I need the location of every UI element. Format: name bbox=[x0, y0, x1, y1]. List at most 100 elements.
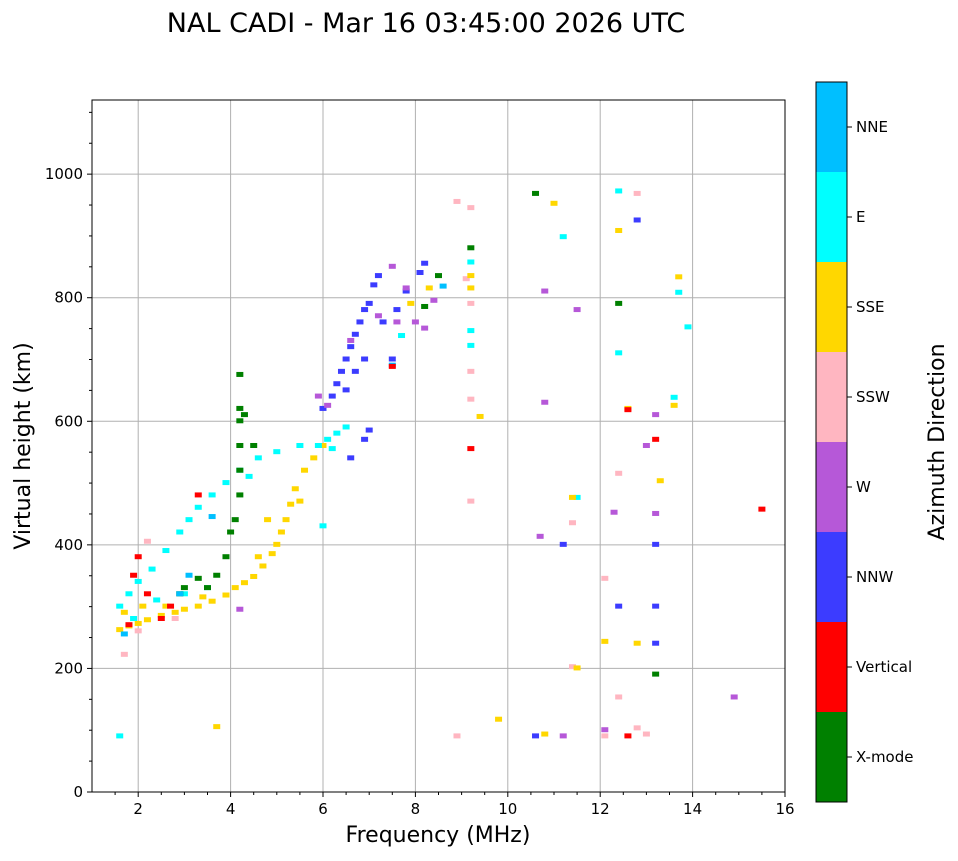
data-point-vertical bbox=[194, 492, 202, 498]
data-point-e bbox=[125, 591, 133, 597]
data-point-sse bbox=[139, 603, 147, 609]
data-point-e bbox=[342, 424, 350, 430]
colorbar-tick-label: E bbox=[856, 208, 865, 226]
data-point-e bbox=[222, 480, 230, 486]
data-point-ssw bbox=[134, 628, 142, 634]
data-point-sse bbox=[273, 541, 281, 547]
data-point-vertical bbox=[134, 554, 142, 560]
data-point-e bbox=[134, 578, 142, 584]
data-point-e bbox=[467, 342, 475, 348]
data-point-x-mode bbox=[467, 245, 475, 251]
data-point-sse bbox=[301, 467, 309, 473]
data-point-ssw bbox=[642, 731, 650, 737]
colorbar-segment bbox=[816, 262, 847, 352]
data-point-e bbox=[254, 455, 262, 461]
data-point-e bbox=[273, 449, 281, 455]
data-point-x-mode bbox=[652, 671, 660, 677]
data-point-sse bbox=[291, 486, 299, 492]
data-point-x-mode bbox=[236, 418, 244, 424]
data-point-nnw bbox=[402, 288, 410, 294]
data-point-sse bbox=[601, 638, 609, 644]
data-point-nne bbox=[439, 283, 447, 289]
data-point-e bbox=[333, 430, 341, 436]
data-point-w bbox=[421, 325, 429, 331]
colorbar-segment bbox=[816, 172, 847, 262]
data-point-nnw bbox=[379, 319, 387, 325]
data-point-w bbox=[388, 263, 396, 269]
data-point-ssw bbox=[568, 520, 576, 526]
colorbar-tick-label: Vertical bbox=[856, 658, 912, 676]
data-point-sse bbox=[425, 285, 433, 291]
data-point-nnw bbox=[351, 368, 359, 374]
data-point-sse bbox=[180, 606, 188, 612]
data-point-sse bbox=[264, 517, 272, 523]
data-point-x-mode bbox=[435, 273, 442, 279]
data-point-x-mode bbox=[231, 517, 239, 523]
data-point-ssw bbox=[171, 616, 179, 621]
colorbar-segment bbox=[816, 442, 847, 532]
data-point-nnw bbox=[559, 541, 567, 547]
data-point-sse bbox=[254, 554, 262, 560]
y-axis-label: Virtual height (km) bbox=[11, 342, 36, 549]
data-point-ssw bbox=[633, 725, 641, 731]
data-point-ssw bbox=[601, 575, 609, 581]
data-point-w bbox=[730, 694, 738, 700]
data-point-w bbox=[430, 297, 438, 303]
data-point-sse bbox=[541, 731, 549, 737]
data-point-vertical bbox=[388, 363, 396, 369]
data-point-e bbox=[467, 328, 475, 334]
colorbar-tick-label: X-mode bbox=[856, 748, 913, 766]
data-point-sse bbox=[573, 665, 581, 671]
data-point-nnw bbox=[351, 331, 359, 337]
data-point-w bbox=[601, 727, 609, 733]
data-point-sse bbox=[157, 612, 165, 618]
data-point-x-mode bbox=[250, 443, 258, 448]
data-point-sse bbox=[143, 617, 151, 623]
data-point-nnw bbox=[393, 307, 401, 313]
data-point-nnw bbox=[633, 217, 641, 223]
data-point-w bbox=[324, 402, 332, 408]
data-point-nnw bbox=[374, 273, 382, 279]
data-point-vertical bbox=[130, 572, 138, 578]
data-point-x-mode bbox=[180, 585, 188, 591]
x-tick-label: 12 bbox=[591, 800, 610, 818]
data-point-nne bbox=[176, 591, 184, 597]
data-point-e bbox=[116, 603, 124, 609]
data-point-ssw bbox=[568, 664, 576, 670]
colorbar-tick-label: NNW bbox=[856, 568, 893, 586]
data-point-ssw bbox=[467, 205, 475, 211]
data-point-e bbox=[180, 591, 188, 597]
data-point-vertical bbox=[624, 407, 632, 413]
data-point-x-mode bbox=[204, 585, 211, 591]
data-point-x-mode bbox=[227, 529, 235, 535]
chart-title: NAL CADI - Mar 16 03:45:00 2026 UTC bbox=[167, 8, 685, 39]
data-point-ssw bbox=[120, 651, 128, 657]
data-point-nnw bbox=[347, 455, 355, 461]
data-point-vertical bbox=[652, 436, 660, 442]
data-point-sse bbox=[670, 402, 678, 408]
data-point-sse bbox=[231, 585, 239, 591]
data-point-e bbox=[675, 289, 683, 295]
x-tick-label: 8 bbox=[411, 800, 421, 818]
data-point-e bbox=[153, 597, 161, 603]
data-point-ssw bbox=[615, 470, 623, 476]
data-point-w bbox=[573, 307, 581, 313]
data-point-sse bbox=[467, 273, 475, 279]
data-point-sse bbox=[296, 498, 304, 504]
data-point-x-mode bbox=[194, 575, 202, 581]
data-point-sse bbox=[116, 627, 124, 633]
colorbar-tick-label: NNE bbox=[856, 118, 888, 136]
data-point-sse bbox=[240, 580, 248, 586]
data-point-nnw bbox=[337, 368, 345, 374]
data-point-x-mode bbox=[236, 467, 244, 473]
data-point-w bbox=[402, 285, 410, 291]
data-point-nnw bbox=[361, 356, 369, 362]
data-point-nnw bbox=[365, 300, 373, 306]
data-point-sse bbox=[208, 598, 216, 604]
data-point-ssw bbox=[453, 198, 461, 204]
data-point-e bbox=[176, 529, 184, 535]
data-point-sse bbox=[495, 716, 503, 722]
data-point-sse bbox=[268, 551, 276, 557]
colorbar-label: Azimuth Direction bbox=[925, 343, 950, 540]
